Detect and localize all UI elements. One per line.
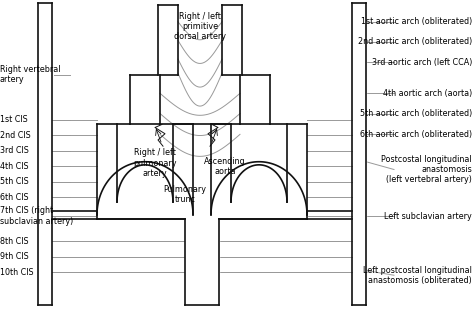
Polygon shape bbox=[231, 165, 287, 202]
Text: 9th CIS: 9th CIS bbox=[0, 252, 29, 261]
Text: Pulmonary
trunc: Pulmonary trunc bbox=[164, 185, 207, 204]
Polygon shape bbox=[97, 162, 193, 215]
Text: 4th aortic arch (aorta): 4th aortic arch (aorta) bbox=[383, 89, 472, 98]
Text: 1st aortic arch (obliterated): 1st aortic arch (obliterated) bbox=[361, 17, 472, 26]
Polygon shape bbox=[117, 165, 173, 202]
Text: Ascending
aorta: Ascending aorta bbox=[204, 157, 246, 176]
Text: Left postcostal longitudinal
anastomosis (obliterated): Left postcostal longitudinal anastomosis… bbox=[363, 266, 472, 285]
Text: 2nd CIS: 2nd CIS bbox=[0, 131, 31, 140]
Text: 6th CIS: 6th CIS bbox=[0, 193, 28, 202]
Text: 5th CIS: 5th CIS bbox=[0, 178, 29, 186]
Text: Right / left
primitive
dorsal artery: Right / left primitive dorsal artery bbox=[174, 12, 226, 41]
Text: 6th aortic arch (obliterated): 6th aortic arch (obliterated) bbox=[360, 130, 472, 139]
Text: 2nd aortic arch (obliterated): 2nd aortic arch (obliterated) bbox=[358, 38, 472, 46]
Polygon shape bbox=[211, 162, 307, 215]
Text: 4th CIS: 4th CIS bbox=[0, 162, 28, 171]
Polygon shape bbox=[97, 211, 307, 219]
Text: 8th CIS: 8th CIS bbox=[0, 237, 28, 245]
Text: Right / left
pulmonary
artery: Right / left pulmonary artery bbox=[133, 148, 177, 178]
Text: Right vertebral
artery: Right vertebral artery bbox=[0, 65, 61, 84]
Text: 5th aortic arch (obliterated): 5th aortic arch (obliterated) bbox=[360, 109, 472, 118]
Text: Postcostal longitudinal
anastomosis
(left vertebral artery): Postcostal longitudinal anastomosis (lef… bbox=[382, 155, 472, 184]
Text: 3rd CIS: 3rd CIS bbox=[0, 146, 29, 155]
Text: Left subclavian artery: Left subclavian artery bbox=[384, 212, 472, 220]
Text: 7th CIS (right
subclavian artery): 7th CIS (right subclavian artery) bbox=[0, 207, 73, 226]
Text: 3rd aortic arch (left CCA): 3rd aortic arch (left CCA) bbox=[372, 58, 472, 67]
Text: 1st CIS: 1st CIS bbox=[0, 115, 28, 124]
Text: 10th CIS: 10th CIS bbox=[0, 268, 34, 276]
